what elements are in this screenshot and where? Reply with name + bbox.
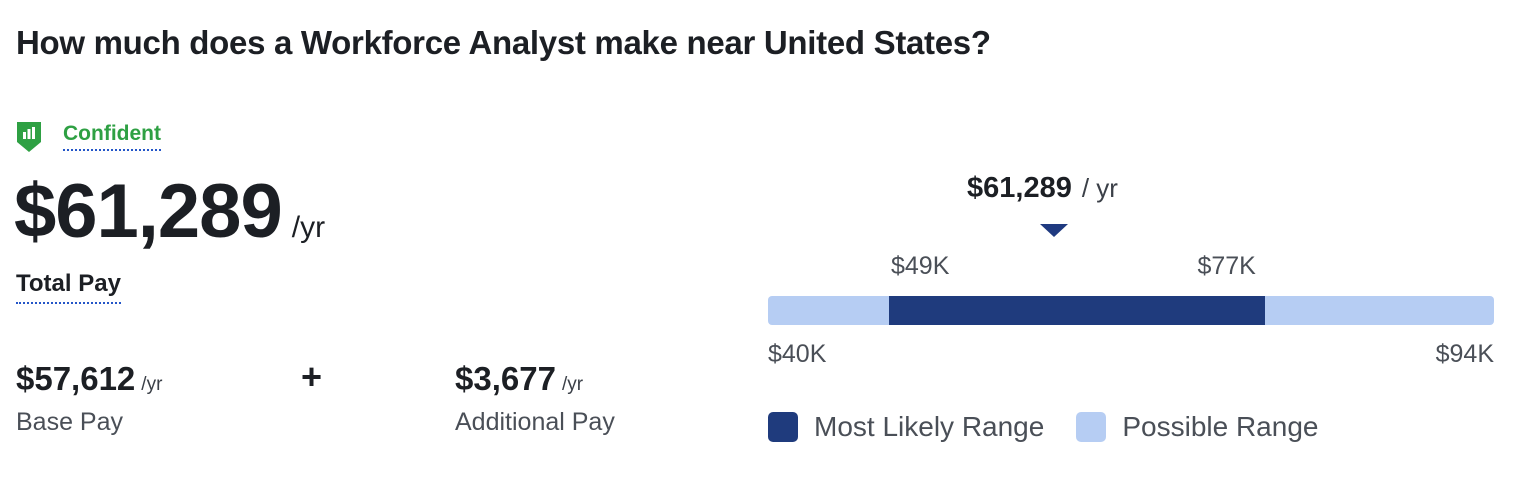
confidence-label[interactable]: Confident: [63, 122, 161, 151]
total-pay-amount: $61,289: [14, 169, 283, 254]
total-pay-label[interactable]: Total Pay: [16, 270, 121, 304]
range-legend: Most Likely Range Possible Range: [768, 411, 1318, 443]
confidence-indicator[interactable]: Confident: [16, 120, 161, 153]
possible-range-max-label: $94K: [1435, 340, 1494, 368]
possible-range-swatch: [1076, 412, 1107, 442]
additional-pay-amount: $3,677: [455, 360, 556, 397]
plus-sign: +: [301, 356, 323, 397]
possible-range-bar: [768, 296, 1494, 325]
most-likely-range-legend-label: Most Likely Range: [814, 411, 1045, 442]
likely-range-min-label: $49K: [891, 252, 950, 280]
total-pay-unit: /yr: [291, 211, 326, 244]
base-pay-amount: $57,612: [16, 360, 136, 397]
most-likely-range-bar: [889, 296, 1266, 325]
possible-range-min-label: $40K: [768, 340, 827, 368]
base-pay: $57,612 /yr Base Pay: [16, 360, 162, 437]
page-title: How much does a Workforce Analyst make n…: [16, 24, 991, 61]
shield-chart-icon: [17, 122, 41, 152]
most-likely-range-swatch: [768, 412, 798, 442]
total-pay-value: $61,289 /yr: [14, 168, 325, 255]
median-pay-amount: $61,289: [967, 172, 1072, 204]
additional-pay-unit: /yr: [561, 374, 584, 395]
additional-pay: $3,677 /yr Additional Pay: [455, 360, 615, 437]
median-pay-label: $61,289 / yr: [967, 172, 1118, 205]
median-pay-unit: / yr: [1081, 173, 1118, 203]
base-pay-unit: /yr: [141, 374, 163, 395]
likely-range-max-label: $77K: [1197, 252, 1256, 280]
possible-range-legend-label: Possible Range: [1122, 411, 1319, 442]
additional-pay-label: Additional Pay: [455, 408, 615, 436]
median-pointer-icon: [1040, 224, 1069, 237]
pay-range-chart: $61,289 / yr $49K $77K $40K $94K Most Li…: [768, 160, 1494, 460]
base-pay-label: Base Pay: [16, 408, 124, 436]
